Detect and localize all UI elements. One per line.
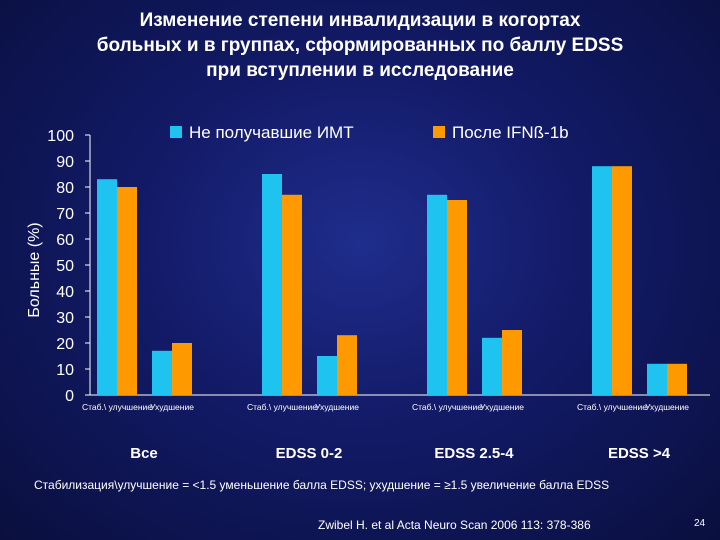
bar-untreated [427, 194, 447, 395]
bar-untreated [97, 179, 117, 395]
bar-untreated [482, 337, 502, 395]
y-tick-label: 0 [65, 388, 74, 405]
bar-ifn [502, 330, 522, 395]
legend-label: После IFNß-1b [452, 123, 569, 142]
y-tick-label: 90 [56, 154, 74, 171]
y-axis-title: Больные (%) [26, 222, 43, 317]
title-line-2: больных и в группах, сформированных по б… [96, 35, 624, 56]
page-number: 24 [694, 518, 706, 529]
y-tick-label: 100 [47, 128, 74, 145]
y-tick-label: 20 [56, 336, 74, 353]
bar-ifn [447, 200, 467, 395]
x-tick-label: Ухудшение [645, 402, 689, 412]
y-tick-label: 10 [56, 362, 74, 379]
title-line-3: при вступлении в исследование [206, 60, 514, 81]
bar-ifn [337, 335, 357, 395]
y-tick-label: 50 [56, 258, 74, 275]
citation: Zwibel H. et al Acta Neuro Scan 2006 113… [318, 518, 591, 532]
bar-ifn [282, 194, 302, 395]
bar-ifn [117, 187, 137, 395]
bar-untreated [317, 356, 337, 395]
y-tick-label: 70 [56, 206, 74, 223]
x-tick-label: Ухудшение [150, 402, 194, 412]
slide-title: Изменение степени инвалидизации в когорт… [0, 8, 720, 83]
title-line-1: Изменение степени инвалидизации в когорт… [139, 10, 581, 31]
y-tick-label: 60 [56, 232, 74, 249]
legend-swatch [170, 126, 182, 138]
group-label: EDSS 0-2 [276, 445, 343, 462]
x-tick-label: Стаб.\ улучшение [412, 402, 482, 412]
x-tick-label: Стаб.\ улучшение [247, 402, 317, 412]
bar-untreated [262, 174, 282, 395]
y-tick-label: 40 [56, 284, 74, 301]
x-tick-label: Стаб.\ улучшение [82, 402, 152, 412]
x-tick-label: Стаб.\ улучшение [577, 402, 647, 412]
bar-ifn [172, 343, 192, 395]
group-label: EDSS 2.5-4 [434, 445, 514, 462]
group-label: EDSS >4 [608, 445, 671, 462]
x-tick-label: Ухудшение [480, 402, 524, 412]
bar-ifn [667, 363, 687, 395]
footnote: Стабилизация\улучшение = <1.5 уменьшение… [34, 478, 610, 492]
group-label: Все [130, 445, 158, 462]
y-tick-label: 80 [56, 180, 74, 197]
y-tick-label: 30 [56, 310, 74, 327]
legend-swatch [433, 126, 445, 138]
bar-untreated [647, 363, 667, 395]
bar-ifn [612, 166, 632, 395]
bar-untreated [152, 350, 172, 395]
bar-untreated [592, 166, 612, 395]
legend-label: Не получавшие ИМТ [189, 123, 354, 142]
x-tick-label: Ухудшение [315, 402, 359, 412]
